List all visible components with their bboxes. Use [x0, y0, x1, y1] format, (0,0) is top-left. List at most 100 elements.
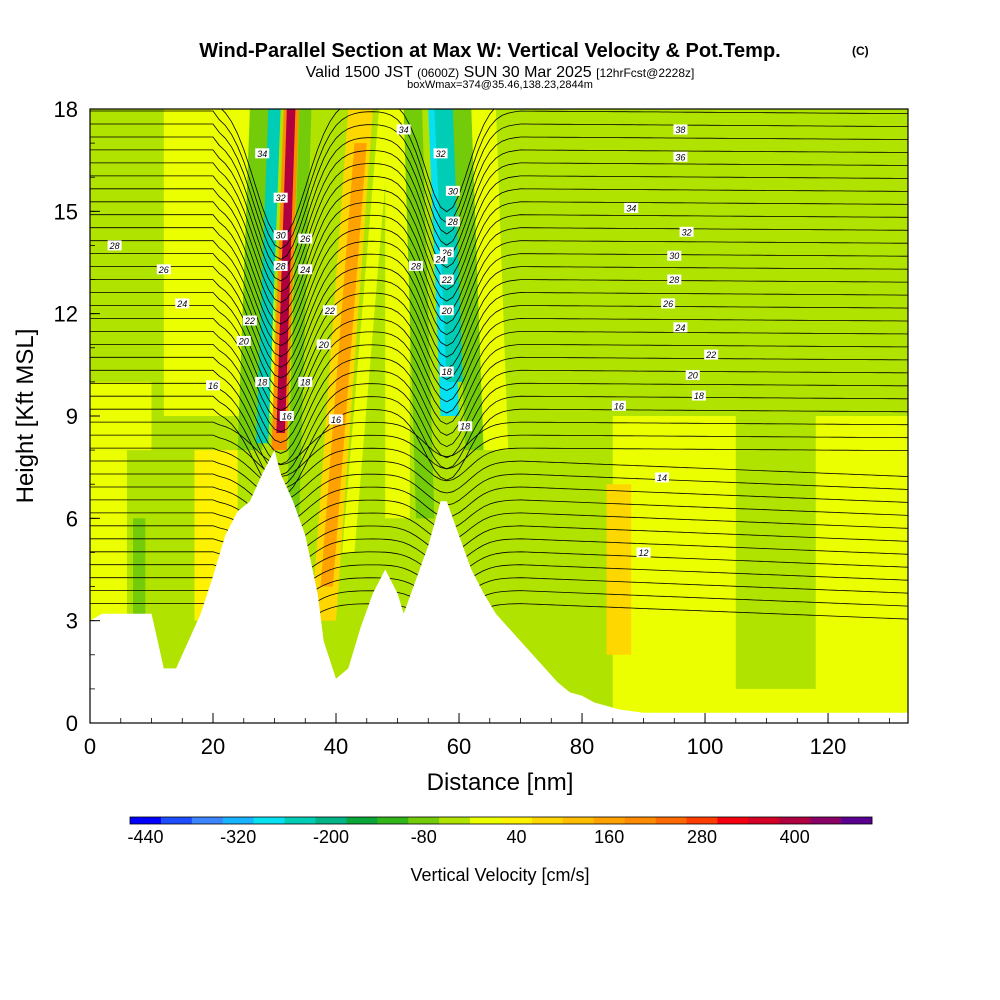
y-tick-label: 12 [54, 302, 78, 327]
theta-contour-line [90, 110, 908, 250]
contour-label-text: 18 [694, 391, 704, 401]
contour-label-bg [611, 400, 626, 411]
theta-contour-line [90, 266, 908, 379]
colorbar-tick-label: -200 [313, 827, 349, 847]
contour-label: 34 [255, 148, 270, 159]
theta-contour-line [90, 460, 908, 501]
colorbar-label: Vertical Velocity [cm/s] [410, 865, 589, 885]
theta-contour-line [90, 382, 908, 476]
theta-contour-line [90, 473, 908, 513]
contour-label-text: 28 [275, 261, 286, 271]
colorbar-swatch [439, 817, 471, 824]
x-axis-label: Distance [nm] [427, 769, 574, 796]
colorbar-swatch [130, 817, 162, 824]
colorbar: -440 -320 -200 -80 40 160 280 400 [127, 816, 873, 847]
theta-contour-line [90, 421, 908, 466]
theta-contour-line [90, 292, 908, 400]
contour-label: 24 [175, 298, 190, 309]
contour-label-text: 18 [442, 367, 452, 377]
contour-label: 28 [445, 216, 460, 227]
field-core [90, 381, 152, 451]
theta-contour-line [90, 512, 908, 549]
contour-label-bg [673, 322, 688, 333]
contour-label: 30 [667, 250, 682, 261]
colorbar-swatch [470, 817, 502, 824]
colorbar-swatch [810, 817, 842, 824]
contour-label-bg [236, 335, 251, 346]
contour-label-bg [439, 305, 454, 316]
theta-contour-line [90, 486, 908, 525]
y-tick-label: 0 [66, 711, 78, 736]
contour-label-bg [661, 298, 676, 309]
theta-contour-line [90, 408, 908, 497]
y-tick-label: 6 [66, 506, 78, 531]
contour-label-bg [439, 366, 454, 377]
theta-contour-line [90, 305, 908, 411]
forecast-tag: [12hrFcst@2228z] [596, 66, 694, 80]
contour-label: 22 [704, 349, 719, 360]
contour-label-bg [433, 254, 448, 265]
x-axis: 0 20 40 60 80 100 120 [84, 713, 890, 759]
contour-label-text: 16 [331, 415, 341, 425]
contour-label-bg [273, 230, 288, 241]
theta-contour-line [90, 525, 908, 561]
contour-label: 26 [156, 264, 171, 275]
contour-label-bg [667, 274, 682, 285]
colorbar-swatch [531, 817, 564, 824]
theta-contour-line [90, 317, 908, 422]
contour-label: 26 [661, 298, 676, 309]
colorbar-tick-label: -440 [127, 827, 163, 847]
contour-label-text: 18 [460, 422, 470, 432]
theta-contour-line [90, 214, 908, 336]
colorbar-tick-label: 400 [780, 827, 810, 847]
theta-contour-line [90, 331, 908, 433]
contour-label-text: 22 [441, 275, 452, 285]
contour-label: 30 [445, 185, 460, 196]
contour-label-bg [673, 151, 688, 162]
colorbar-swatch [779, 817, 811, 824]
contour-label-text: 12 [639, 548, 649, 558]
field-block [606, 484, 632, 655]
theta-contour-line [90, 149, 908, 282]
theta-contour-line [90, 369, 908, 465]
colorbar-tick-label: 40 [506, 827, 526, 847]
theta-contour-line [90, 356, 908, 454]
valid-prefix: Valid 1500 JST [306, 64, 414, 81]
contour-label-bg [458, 421, 473, 432]
theta-contours [90, 109, 908, 632]
x-tick-label: 80 [570, 734, 594, 759]
colorbar-swatch [593, 817, 625, 824]
chart-title-suffix: (C) [852, 44, 869, 58]
contour-label-bg [298, 376, 313, 387]
contour-label-text: 24 [299, 265, 310, 275]
y-tick-label: 15 [54, 199, 78, 224]
colorbar-swatch [284, 817, 316, 824]
contour-label: 34 [396, 124, 411, 135]
colorbar-tick-label: -320 [220, 827, 256, 847]
contour-label-text: 32 [436, 149, 446, 159]
contour-label-text: 16 [614, 401, 624, 411]
colorbar-swatch [655, 817, 687, 824]
theta-contour-line [220, 109, 495, 239]
contour-label-bg [242, 315, 257, 326]
contour-label-text: 16 [282, 412, 292, 422]
contour-label: 24 [298, 264, 313, 275]
box-info: boxWmax=374@35.46,138.23,2844m [407, 79, 593, 91]
contour-label-bg [156, 264, 171, 275]
theta-contour-line [90, 123, 908, 260]
contour-label: 28 [408, 260, 423, 271]
contour-label-bg [439, 274, 454, 285]
theta-contour-line [90, 434, 908, 478]
theta-contour-line [90, 395, 908, 487]
contour-label: 16 [329, 414, 344, 425]
theta-contour-line [90, 175, 908, 303]
contour-label: 18 [255, 376, 270, 387]
contour-label: 26 [439, 247, 454, 258]
theta-contour-line [90, 136, 908, 271]
contour-label-text: 28 [447, 217, 458, 227]
colorbar-tick-label: 160 [594, 827, 624, 847]
contour-label-bg [439, 247, 454, 258]
field-core [403, 109, 435, 519]
